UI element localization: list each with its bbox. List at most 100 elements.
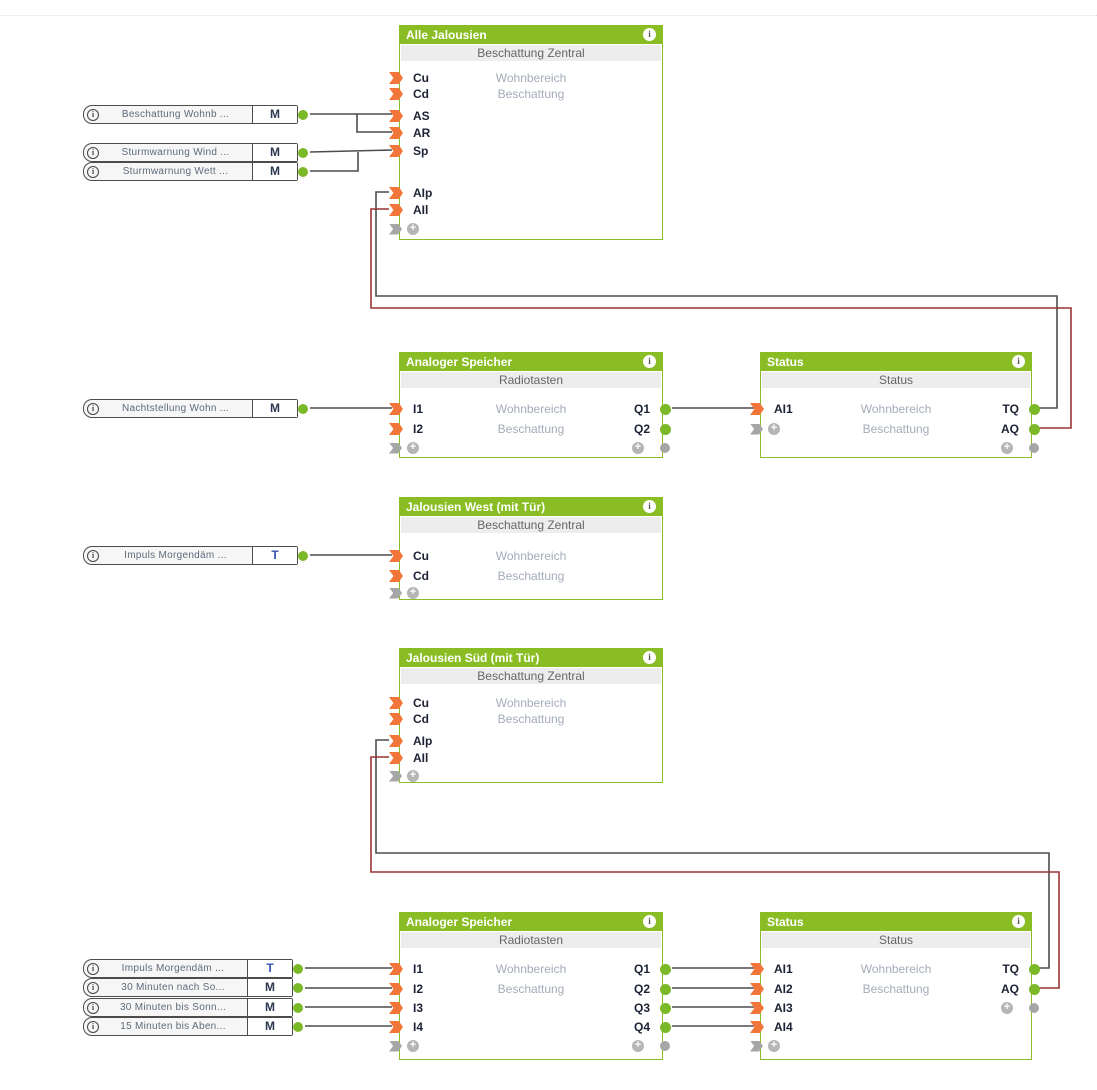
add-output-connector[interactable] — [1029, 1003, 1039, 1013]
add-input-button[interactable]: + — [768, 1040, 780, 1052]
input-connector[interactable] — [389, 72, 403, 84]
input-connector[interactable] — [750, 1021, 764, 1033]
function-block[interactable]: Jalousien Süd (mit Tür) i Beschattung Zent… — [389, 648, 663, 783]
add-input-button[interactable]: + — [407, 223, 419, 235]
add-output-button[interactable]: + — [632, 442, 644, 454]
info-icon[interactable]: i — [87, 165, 99, 178]
input-reference-tag[interactable]: i Impuls Morgendäm ... T — [83, 546, 308, 565]
add-input-button[interactable]: + — [407, 442, 419, 454]
info-icon[interactable]: i — [643, 500, 656, 513]
output-connector[interactable] — [660, 403, 671, 415]
add-output-button[interactable]: + — [1001, 442, 1013, 454]
info-icon[interactable]: i — [643, 28, 656, 41]
add-output-connector[interactable] — [1029, 443, 1039, 453]
function-block[interactable]: Alle Jalousien i Beschattung Zentral Wohnbe… — [389, 25, 663, 240]
tag-output-connector[interactable] — [293, 982, 303, 993]
output-connector[interactable] — [660, 1021, 671, 1033]
info-icon[interactable]: i — [1012, 915, 1025, 928]
input-reference-tag[interactable]: i Impuls Morgendäm ... T — [83, 959, 303, 978]
input-reference-tag[interactable]: i 30 Minuten nach So... M — [83, 978, 303, 997]
info-icon[interactable]: i — [643, 651, 656, 664]
output-connector[interactable] — [1029, 963, 1040, 975]
add-input-connector[interactable] — [389, 442, 402, 454]
add-input-connector[interactable] — [750, 423, 763, 435]
tag-output-connector[interactable] — [293, 963, 303, 974]
wire[interactable] — [310, 152, 359, 172]
function-block[interactable]: Jalousien West (mit Tür) i Beschattung Zen… — [389, 497, 663, 600]
output-connector[interactable] — [660, 1002, 671, 1014]
output-connector[interactable] — [660, 963, 671, 975]
input-connector[interactable] — [389, 983, 403, 995]
info-icon[interactable]: i — [87, 981, 99, 994]
input-reference-tag[interactable]: i Nachtstellung Wohn ... M — [83, 399, 308, 418]
output-connector[interactable] — [1029, 403, 1040, 415]
add-output-connector[interactable] — [660, 1041, 670, 1051]
wire[interactable] — [356, 114, 392, 133]
add-input-connector[interactable] — [389, 587, 402, 599]
function-block[interactable]: Analoger Speicher i Radiotasten Wohnbereich… — [389, 352, 671, 458]
info-icon[interactable]: i — [643, 355, 656, 368]
wire[interactable] — [375, 191, 1058, 409]
tag-output-connector[interactable] — [298, 109, 308, 120]
input-connector[interactable] — [750, 1002, 764, 1014]
add-input-button[interactable]: + — [768, 423, 780, 435]
function-block[interactable]: Status i Status Wohnbereich Beschattung AI1 TQ… — [750, 352, 1040, 458]
tag-output-connector[interactable] — [298, 166, 308, 177]
info-icon[interactable]: i — [87, 402, 99, 415]
output-connector[interactable] — [1029, 423, 1040, 435]
input-connector[interactable] — [389, 88, 403, 100]
tag-output-connector[interactable] — [298, 550, 308, 561]
input-connector[interactable] — [750, 963, 764, 975]
add-input-connector[interactable] — [389, 770, 402, 782]
input-connector[interactable] — [389, 963, 403, 975]
function-block[interactable]: Analoger Speicher i Radiotasten Wohnbereich… — [389, 912, 671, 1060]
info-icon[interactable]: i — [1012, 355, 1025, 368]
info-icon[interactable]: i — [87, 146, 99, 159]
info-icon[interactable]: i — [87, 108, 99, 121]
wire[interactable] — [370, 756, 1060, 989]
info-icon[interactable]: i — [87, 1001, 99, 1014]
wire[interactable] — [375, 739, 1050, 969]
input-connector[interactable] — [389, 110, 403, 122]
input-connector[interactable] — [750, 403, 764, 415]
tag-output-connector[interactable] — [298, 147, 308, 158]
output-connector[interactable] — [660, 983, 671, 995]
input-connector[interactable] — [389, 423, 403, 435]
input-connector[interactable] — [389, 127, 403, 139]
input-reference-tag[interactable]: i Sturmwarnung Wett ... M — [83, 162, 308, 181]
input-connector[interactable] — [389, 204, 403, 216]
add-input-button[interactable]: + — [407, 1040, 419, 1052]
add-input-connector[interactable] — [389, 1040, 402, 1052]
info-icon[interactable]: i — [87, 1020, 99, 1033]
input-connector[interactable] — [389, 570, 403, 582]
input-connector[interactable] — [389, 697, 403, 709]
add-input-connector[interactable] — [750, 1040, 763, 1052]
input-connector[interactable] — [389, 187, 403, 199]
function-block[interactable]: Status i Status Wohnbereich Beschattung AI1 AI… — [750, 912, 1040, 1060]
add-input-connector[interactable] — [389, 223, 402, 235]
add-input-button[interactable]: + — [407, 770, 419, 782]
add-output-connector[interactable] — [660, 443, 670, 453]
info-icon[interactable]: i — [643, 915, 656, 928]
input-connector[interactable] — [389, 145, 403, 157]
input-connector[interactable] — [389, 713, 403, 725]
info-icon[interactable]: i — [87, 549, 99, 562]
input-reference-tag[interactable]: i 15 Minuten bis Aben... M — [83, 1017, 303, 1036]
input-reference-tag[interactable]: i 30 Minuten bis Sonn... M — [83, 998, 303, 1017]
info-icon[interactable]: i — [87, 962, 99, 975]
input-connector[interactable] — [389, 550, 403, 562]
input-connector[interactable] — [750, 983, 764, 995]
input-connector[interactable] — [389, 735, 403, 747]
wire[interactable] — [370, 208, 1072, 429]
tag-output-connector[interactable] — [293, 1002, 303, 1013]
add-output-button[interactable]: + — [1001, 1002, 1013, 1014]
input-reference-tag[interactable]: i Sturmwarnung Wind ... M — [83, 143, 308, 162]
add-output-button[interactable]: + — [632, 1040, 644, 1052]
input-connector[interactable] — [389, 752, 403, 764]
tag-output-connector[interactable] — [298, 403, 308, 414]
input-connector[interactable] — [389, 1021, 403, 1033]
wire[interactable] — [309, 149, 393, 153]
tag-output-connector[interactable] — [293, 1021, 303, 1032]
input-connector[interactable] — [389, 1002, 403, 1014]
output-connector[interactable] — [660, 423, 671, 435]
